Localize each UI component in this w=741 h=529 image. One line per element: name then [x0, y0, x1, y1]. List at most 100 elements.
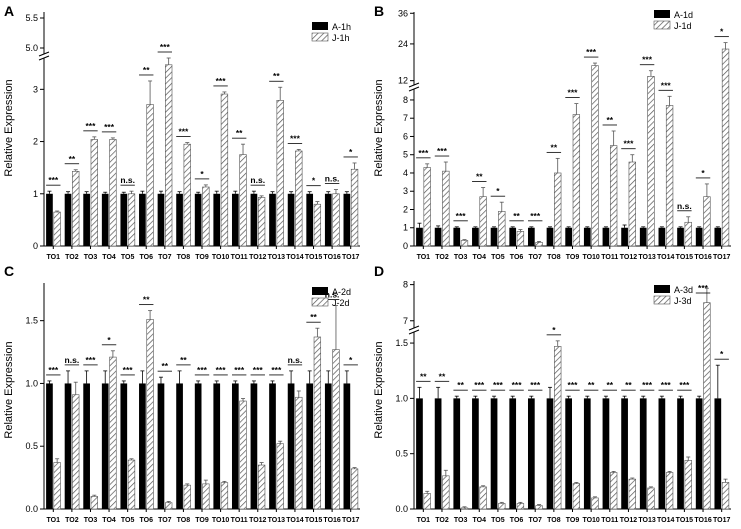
significance-label: ***	[456, 211, 467, 221]
bar-J-1h	[313, 203, 322, 247]
bar-A-3d	[434, 398, 442, 509]
bar-J-1h	[350, 168, 359, 247]
x-tick-label: TO2	[435, 517, 449, 524]
y-tick-label: 0	[33, 241, 38, 251]
significance-label: ***	[530, 211, 541, 221]
x-tick-label: TO1	[47, 254, 61, 261]
bar-J-3d	[479, 486, 487, 510]
bar-J-2d	[90, 496, 98, 510]
bar-J-1h	[332, 193, 340, 247]
x-tick-label: TO10	[582, 517, 599, 524]
y-tick-label: 1.0	[395, 393, 408, 403]
x-tick-label: TO4	[102, 517, 116, 524]
bar-A-2d	[287, 383, 295, 509]
significance-label: **	[420, 371, 427, 381]
bar-A-3d	[714, 398, 722, 509]
bar-J-3d	[572, 483, 581, 510]
significance-label: **	[513, 211, 520, 221]
bar-J-1d	[460, 240, 469, 247]
x-tick-label: TO10	[582, 254, 599, 261]
y-axis-label: Relative Expression	[3, 341, 15, 438]
x-tick-label: TO2	[65, 254, 79, 261]
axis-break-mark	[408, 82, 420, 88]
bar-J-1h	[127, 193, 136, 247]
y-tick-label: 0	[403, 241, 408, 251]
significance-label: **	[180, 355, 187, 365]
significance-label: *	[496, 186, 500, 196]
y-tick-label: 2	[33, 137, 38, 147]
legend-label: A-3d	[674, 285, 693, 295]
axis-break-mark	[38, 55, 50, 61]
x-tick-label: TO13	[268, 254, 285, 261]
bar-A-1h	[306, 193, 314, 246]
bar-A-3d	[602, 398, 610, 509]
significance-label: ***	[123, 365, 134, 375]
y-tick-label: 5.0	[25, 43, 38, 53]
bar-A-1d	[472, 227, 479, 246]
bar-J-1h	[239, 154, 247, 247]
bar-A-3d	[695, 398, 703, 509]
bar-A-2d	[120, 383, 128, 509]
bar-J-3d	[665, 472, 674, 510]
bar-J-1d	[628, 161, 636, 247]
bar-A-1h	[324, 193, 332, 246]
bar-A-3d	[677, 398, 684, 509]
bar-A-1d	[527, 227, 535, 246]
bar-A-1h	[213, 193, 221, 246]
legend-label: J-1h	[332, 33, 350, 43]
legend-label: A-1h	[332, 22, 351, 32]
x-tick-label: TO4	[473, 517, 487, 524]
y-axis-label: Relative Expression	[373, 79, 385, 176]
y-tick-label: 5.5	[25, 13, 38, 23]
x-tick-label: TO17	[713, 254, 730, 261]
significance-label: **	[476, 172, 483, 182]
legend-swatch-J-1h	[311, 32, 329, 42]
significance-label: ***	[48, 365, 59, 375]
legend-swatch-J-1d	[653, 20, 671, 30]
bar-J-1h	[220, 93, 229, 247]
y-tick-label: 6	[403, 131, 408, 141]
y-tick-label: 1	[403, 223, 408, 233]
y-tick-label: 2	[403, 204, 408, 214]
axis-break-mark	[408, 86, 420, 92]
bar-J-2d	[313, 336, 322, 510]
panel-c: C Relative Expression 0.00.51.01.5***TO1…	[3, 263, 360, 524]
bar-J-1h	[202, 186, 210, 247]
bar-J-2d	[127, 459, 136, 510]
x-tick-label: TO1	[47, 517, 61, 524]
x-tick-label: TO9	[195, 254, 209, 261]
significance-label: ***	[160, 42, 171, 52]
bar-J-1d	[647, 76, 655, 247]
bar-J-3d	[535, 505, 543, 510]
x-tick-label: TO3	[84, 517, 98, 524]
significance-label: ***	[493, 380, 504, 390]
y-tick-label: 0.5	[395, 449, 408, 459]
x-tick-label: TO8	[177, 517, 191, 524]
bar-A-1d	[639, 227, 647, 246]
bar-J-1d	[609, 145, 618, 247]
legend-label: A-1d	[674, 10, 693, 20]
y-tick-label: 1.5	[25, 316, 38, 326]
significance-label: ***	[661, 380, 672, 390]
significance-label: n.s.	[288, 355, 303, 365]
bar-A-1d	[695, 227, 703, 246]
significance-label: **	[606, 115, 613, 125]
x-tick-label: TO3	[454, 517, 468, 524]
bar-A-1h	[101, 193, 109, 246]
legend-label: J-2d	[332, 298, 350, 308]
significance-label: n.s.	[677, 201, 692, 211]
bar-J-1d	[684, 221, 692, 247]
significance-label: **	[162, 361, 169, 371]
x-tick-label: TO5	[121, 517, 135, 524]
bar-A-1h	[194, 193, 202, 246]
significance-label: *	[701, 168, 705, 178]
bar-J-1d	[516, 231, 525, 247]
significance-label: ***	[568, 88, 579, 98]
bar-A-1d	[658, 227, 666, 246]
x-tick-label: TO12	[620, 254, 637, 261]
x-tick-label: TO6	[139, 254, 153, 261]
bar-A-1d	[565, 227, 572, 246]
bar-A-2d	[101, 383, 109, 509]
bar-J-2d	[53, 462, 61, 510]
